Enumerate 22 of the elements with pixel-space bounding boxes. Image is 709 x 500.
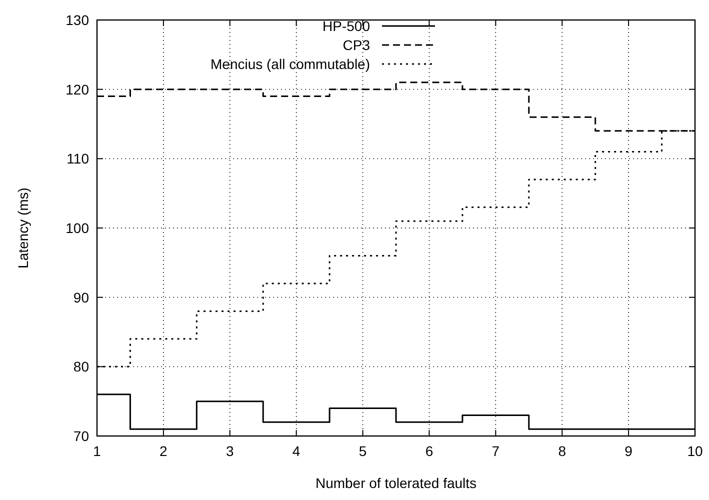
x-tick-label: 2 [160, 443, 168, 459]
y-tick-label: 90 [73, 289, 90, 306]
x-tick-label: 7 [492, 443, 500, 459]
x-tick-label: 10 [687, 443, 703, 459]
legend-label: Mencius (all commutable) [210, 56, 370, 72]
x-tick-label: 4 [292, 443, 300, 459]
x-tick-label: 5 [358, 443, 367, 459]
x-tick-label: 6 [425, 443, 434, 459]
y-tick-label: 120 [66, 81, 90, 98]
x-axis-title: Number of tolerated faults [315, 475, 477, 491]
x-tick-label: 1 [93, 443, 102, 459]
y-tick-label: 100 [66, 220, 90, 236]
y-tick-label: 80 [73, 358, 90, 375]
legend-label: CP3 [342, 37, 370, 53]
y-tick-label: 110 [66, 150, 90, 167]
y-tick-label: 70 [73, 428, 90, 444]
x-tick-label: 9 [624, 443, 633, 459]
x-tick-label: 8 [558, 443, 566, 459]
legend-label: HP-500 [322, 18, 370, 34]
y-tick-label: 130 [66, 12, 90, 28]
y-axis-title: Latency (ms) [15, 188, 31, 268]
x-tick-label: 3 [226, 443, 234, 459]
